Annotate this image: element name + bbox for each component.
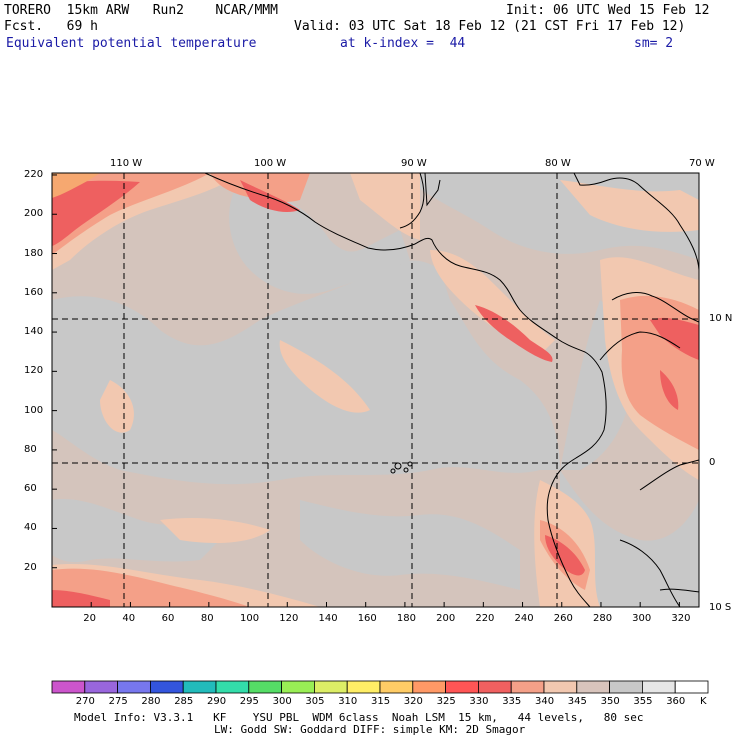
x-tick-label: 40 [122,613,136,624]
x-tick-label: 120 [279,613,299,624]
colorbar-swatch [609,680,643,694]
smoothing-info: sm= 2 [634,36,674,51]
y-tick-label: 100 [24,404,44,416]
colorbar-swatch [674,680,709,694]
colorbar-label: 330 [469,696,489,707]
colorbar-label: 300 [272,696,292,707]
colorbar-swatch [281,680,315,694]
colorbar-swatch [445,680,479,694]
colorbar-swatch [313,680,348,694]
valid-time: Valid: 03 UTC Sat 18 Feb 12 (21 CST Fri … [294,19,686,34]
lat-label-10s: 10 S [709,602,732,613]
y-tick-label: 160 [24,286,44,298]
model-title: TORERO 15km ARW Run2 NCAR/MMM [4,3,278,18]
colorbar-swatch [215,680,250,694]
colorbar-label: 285 [174,696,194,707]
x-tick-label: 260 [553,613,573,624]
colorbar-swatch [642,680,676,694]
colorbar-swatch [379,680,414,694]
lon-label-110w: 110 W [110,158,143,169]
colorbar-label: 360 [666,696,686,707]
colorbar-swatch [84,680,119,694]
colorbar-swatch [117,680,151,694]
x-tick-label: 280 [592,613,613,624]
x-tick-label: 180 [396,613,416,624]
colorbar-label: 270 [75,696,95,707]
y-tick-label: 20 [24,561,37,573]
colorbar-label: 340 [535,696,555,707]
init-time: Init: 06 UTC Wed 15 Feb 12 [506,3,710,18]
forecast-hour: Fcst. 69 h [4,19,98,34]
theta-e-325-330-region [52,173,100,198]
colorbar-label: 290 [207,696,227,707]
model-info-line2: LW: Godd SW: Goddard DIFF: simple KM: 2D… [214,723,526,736]
colorbar-swatch [543,680,578,694]
colorbar-label: 345 [567,696,587,707]
colorbar-swatch [576,680,610,694]
colorbar-swatch [182,680,217,694]
model-info-line1: Model Info: V3.3.1 KF YSU PBL WDM 6class… [74,711,644,724]
colorbar-label: 280 [141,696,161,707]
colorbar-swatch [149,680,184,694]
lon-label-100w: 100 W [254,158,287,169]
x-tick-label: 240 [514,613,534,624]
x-tick-label: 320 [671,613,691,624]
x-tick-label: 20 [83,613,96,624]
colorbar-label: 335 [502,696,522,707]
y-axis-ticks [52,174,57,569]
graticule [52,173,699,607]
field-name: Equivalent potential temperature [6,36,257,51]
colorbar-label: 315 [371,696,391,707]
x-axis-ticks [90,602,680,607]
colorbar-swatch [248,680,283,694]
coastline [204,173,699,607]
level-info: at k-index = 44 [340,36,466,51]
y-tick-label: 220 [24,168,44,180]
x-tick-label: 60 [161,613,175,624]
y-tick-label: 60 [24,483,37,495]
colorbar-label: 355 [633,696,653,707]
colorbar-label: 320 [403,696,423,707]
colorbar-swatch [346,680,381,694]
colorbar-label: 305 [305,696,325,707]
y-tick-label: 120 [24,365,44,377]
colorbar-label: 350 [600,696,620,707]
colorbar-swatch [477,680,512,694]
y-tick-label: 200 [24,208,44,220]
x-tick-label: 140 [318,613,338,624]
colorbar-swatch [510,680,545,694]
colorbar-swatch [412,680,446,694]
colorbar-label: 295 [239,696,259,707]
colorbar-label: 325 [436,696,456,707]
y-tick-label: 40 [24,522,37,534]
y-tick-label: 80 [24,443,37,455]
x-tick-label: 100 [240,613,260,624]
x-tick-label: 220 [475,613,495,624]
lon-label-90w: 90 W [401,158,427,169]
colorbar-swatch [51,680,86,694]
colorbar-unit: K [700,696,707,707]
x-tick-label: 160 [357,613,377,624]
plot-frame [51,172,700,608]
lat-label-10n: 10 N [709,313,733,324]
x-tick-label: 300 [632,613,652,624]
colorbar-label: 275 [108,696,128,707]
lon-label-70w: 70 W [689,158,715,169]
x-tick-label: 200 [436,613,456,624]
y-tick-label: 180 [24,247,44,259]
colorbar [51,680,709,694]
galapagos-islands [390,461,413,474]
lat-label-0: 0 [709,457,716,468]
lon-label-80w: 80 W [545,158,571,169]
x-tick-label: 80 [200,613,214,624]
colorbar-label: 310 [338,696,358,707]
y-tick-label: 140 [24,326,44,338]
